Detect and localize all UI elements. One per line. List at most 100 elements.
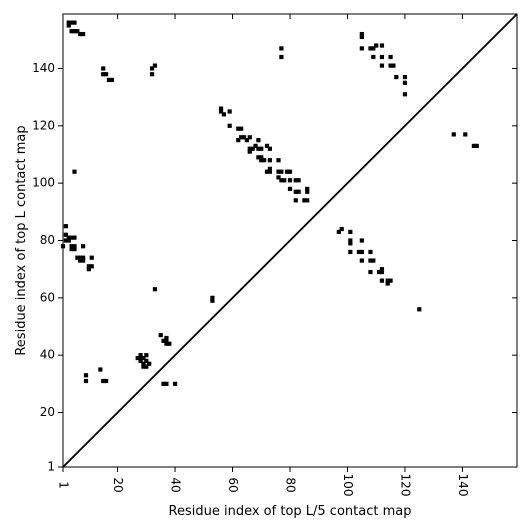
data-point bbox=[135, 355, 140, 361]
data-point bbox=[305, 198, 310, 203]
data-point bbox=[89, 264, 94, 269]
data-point bbox=[293, 189, 298, 194]
data-point bbox=[69, 29, 74, 34]
data-point bbox=[144, 353, 149, 358]
data-point bbox=[161, 338, 166, 343]
data-point bbox=[164, 381, 169, 386]
data-point bbox=[66, 20, 71, 25]
data-point bbox=[144, 364, 149, 369]
data-point bbox=[81, 258, 86, 263]
y-tick-label: 140 bbox=[32, 61, 55, 75]
data-point bbox=[359, 34, 364, 40]
data-point bbox=[86, 264, 91, 269]
data-point bbox=[371, 46, 376, 51]
data-point bbox=[276, 175, 281, 180]
data-point bbox=[81, 244, 86, 249]
x-tick-label: 40 bbox=[169, 477, 183, 492]
data-point bbox=[66, 238, 71, 243]
data-point bbox=[264, 143, 270, 148]
x-axis: 1 20 40 60 80 100 120 140 bbox=[57, 14, 470, 496]
data-point bbox=[256, 138, 261, 143]
data-point bbox=[141, 361, 146, 366]
data-point bbox=[149, 66, 155, 71]
data-point bbox=[471, 143, 476, 148]
data-point bbox=[379, 63, 385, 68]
data-point bbox=[359, 238, 364, 243]
data-point bbox=[72, 169, 77, 174]
data-point bbox=[259, 158, 264, 163]
data-point bbox=[293, 198, 298, 203]
data-point bbox=[78, 31, 83, 37]
data-point bbox=[394, 74, 399, 80]
data-point bbox=[348, 229, 353, 234]
data-point bbox=[463, 132, 468, 137]
data-point bbox=[83, 378, 89, 384]
data-point bbox=[293, 178, 298, 183]
data-point bbox=[75, 29, 80, 34]
data-point bbox=[250, 146, 255, 151]
data-point bbox=[385, 278, 390, 283]
y-tick-label: 60 bbox=[40, 290, 55, 304]
data-point bbox=[69, 244, 74, 249]
data-point bbox=[236, 138, 241, 143]
data-point bbox=[282, 178, 287, 183]
data-point bbox=[98, 367, 103, 372]
data-point bbox=[69, 235, 74, 240]
data-point bbox=[259, 155, 264, 160]
data-point bbox=[138, 358, 143, 364]
x-tick-label: 60 bbox=[226, 477, 240, 492]
data-point bbox=[63, 238, 68, 243]
data-point bbox=[83, 373, 89, 378]
data-point bbox=[101, 378, 106, 384]
data-point bbox=[106, 77, 112, 83]
data-point bbox=[388, 63, 393, 68]
data-point bbox=[227, 123, 232, 128]
data-point bbox=[379, 43, 385, 48]
data-point bbox=[374, 43, 379, 48]
data-point bbox=[264, 169, 270, 174]
data-point bbox=[101, 72, 106, 77]
data-point bbox=[69, 20, 74, 25]
data-point bbox=[368, 258, 373, 263]
data-point bbox=[376, 269, 382, 275]
data-point bbox=[391, 63, 396, 68]
data-point bbox=[247, 149, 252, 154]
x-axis-title: Residue index of top L/5 contact map bbox=[169, 504, 412, 519]
data-point bbox=[253, 143, 258, 148]
data-point bbox=[239, 135, 244, 140]
diagonal-line bbox=[62, 13, 518, 468]
y-tick-label: 40 bbox=[40, 348, 55, 362]
data-point bbox=[287, 169, 293, 174]
data-point bbox=[218, 109, 224, 114]
data-point bbox=[379, 54, 385, 60]
data-point bbox=[305, 186, 310, 191]
data-point bbox=[371, 54, 376, 60]
data-point bbox=[388, 54, 393, 60]
data-point bbox=[141, 364, 146, 369]
data-point bbox=[287, 186, 293, 191]
data-point bbox=[72, 244, 77, 249]
data-point bbox=[336, 229, 341, 234]
data-point bbox=[474, 143, 479, 148]
data-point bbox=[78, 258, 83, 263]
x-tick-label: 80 bbox=[284, 477, 298, 492]
data-point bbox=[359, 31, 364, 37]
data-point bbox=[81, 31, 86, 37]
data-point bbox=[276, 169, 281, 174]
data-point bbox=[101, 66, 106, 71]
data-point bbox=[348, 249, 353, 255]
data-point bbox=[63, 224, 68, 229]
data-point bbox=[69, 247, 74, 252]
data-point bbox=[247, 135, 252, 140]
data-point bbox=[161, 381, 166, 386]
data-point bbox=[279, 54, 284, 60]
y-tick-label: 120 bbox=[32, 118, 55, 132]
data-point bbox=[239, 126, 244, 131]
data-point bbox=[210, 295, 215, 300]
upper-triangle-series bbox=[66, 20, 479, 203]
data-point bbox=[66, 235, 71, 240]
data-point bbox=[144, 358, 149, 364]
data-point bbox=[236, 126, 241, 131]
y-axis-title: Residue index of top L contact map bbox=[14, 125, 29, 355]
data-point bbox=[368, 249, 373, 255]
